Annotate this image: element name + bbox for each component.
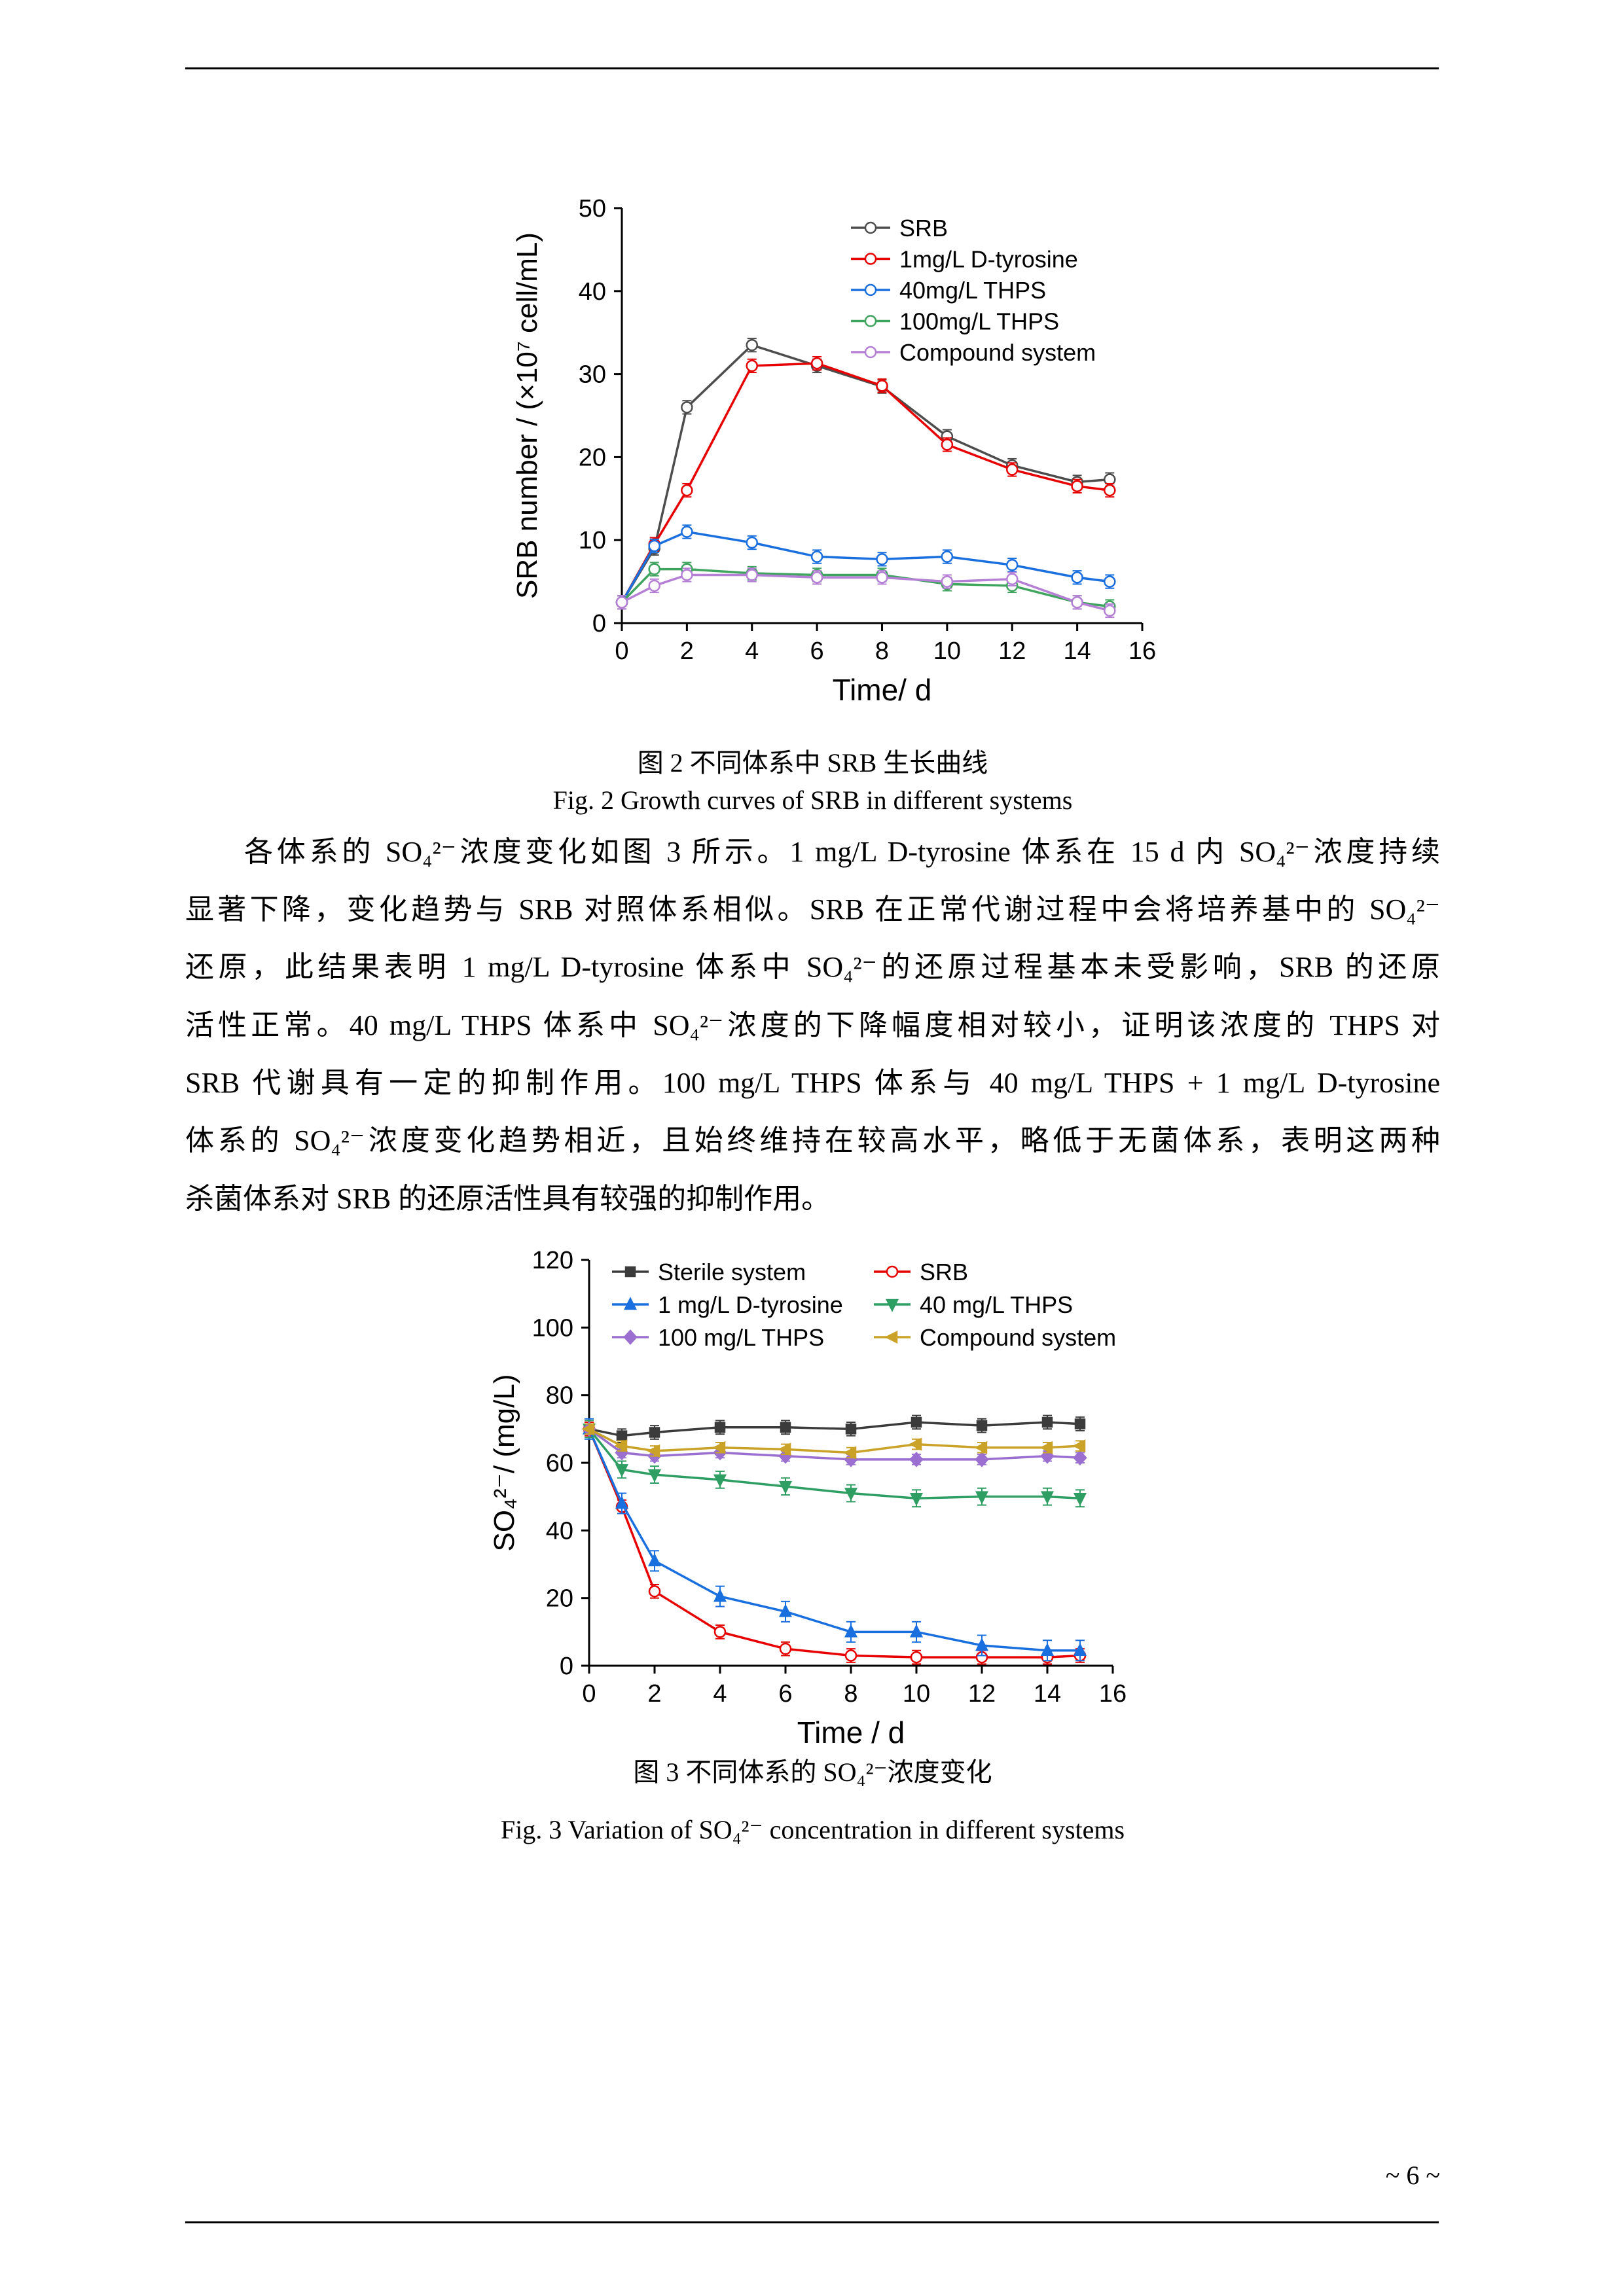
svg-text:6: 6 xyxy=(810,637,824,665)
sulfate-concentration-chart: 0 2 4 6 8 10 12 14 16 0 20 40 60 80 100 120 Time / d SO₄²… xyxy=(488,1247,1127,1749)
svg-text:10: 10 xyxy=(933,637,961,665)
srb-growth-curves-chart: 0 2 4 6 8 10 12 14 16 0 10 20 30 40 50 Time/ d SRB numbe… xyxy=(511,195,1156,707)
svg-text:0: 0 xyxy=(582,1680,596,1708)
body-paragraph-line: 体系的 SO₄²⁻浓度变化趋势相近，且始终维持在较高水平，略低于无菌体系，表明这… xyxy=(185,1124,1440,1157)
svg-text:20: 20 xyxy=(546,1585,573,1613)
svg-text:SRB: SRB xyxy=(920,1259,968,1285)
svg-text:Time / d: Time / d xyxy=(797,1715,905,1749)
svg-text:Sterile system: Sterile system xyxy=(658,1259,806,1285)
svg-text:Compound system: Compound system xyxy=(899,339,1096,366)
svg-text:40: 40 xyxy=(546,1517,573,1545)
body-paragraph-line: SRB 代谢具有一定的抑制作用。100 mg/L THPS 体系与 40 mg/… xyxy=(185,1067,1440,1099)
svg-text:14: 14 xyxy=(1063,637,1091,665)
svg-text:40mg/L THPS: 40mg/L THPS xyxy=(899,277,1046,304)
svg-text:4: 4 xyxy=(745,637,759,665)
svg-text:SRB: SRB xyxy=(899,215,948,242)
svg-text:Time/ d: Time/ d xyxy=(833,673,932,707)
svg-text:30: 30 xyxy=(579,361,606,389)
figure2-caption-cn: 图 2 不同体系中 SRB 生长曲线 xyxy=(637,748,988,778)
svg-text:Compound system: Compound system xyxy=(920,1324,1116,1351)
svg-text:50: 50 xyxy=(579,195,606,223)
svg-text:40 mg/L THPS: 40 mg/L THPS xyxy=(920,1291,1073,1318)
svg-text:1 mg/L D-tyrosine: 1 mg/L D-tyrosine xyxy=(658,1291,843,1318)
svg-text:60: 60 xyxy=(546,1450,573,1477)
figure3-caption-cn: 图 3 不同体系的 SO₄²⁻浓度变化 xyxy=(633,1757,992,1787)
svg-text:16: 16 xyxy=(1099,1680,1127,1708)
svg-text:12: 12 xyxy=(998,637,1026,665)
svg-text:1mg/L D-tyrosine: 1mg/L D-tyrosine xyxy=(899,246,1078,273)
svg-text:SRB number / (×10⁷ cell/mL): SRB number / (×10⁷ cell/mL) xyxy=(511,232,543,599)
body-paragraph-line: 显著下降，变化趋势与 SRB 对照体系相似。SRB 在正常代谢过程中会将培养基中… xyxy=(185,893,1440,925)
body-paragraph-line: 杀菌体系对 SRB 的还原活性具有较强的抑制作用。 xyxy=(185,1183,831,1215)
body-paragraph-line: 活性正常。40 mg/L THPS 体系中 SO₄²⁻浓度的下降幅度相对较小，证… xyxy=(185,1009,1440,1041)
body-paragraph-line: 各体系的 SO₄²⁻浓度变化如图 3 所示。1 mg/L D-tyrosine … xyxy=(244,836,1440,868)
svg-text:120: 120 xyxy=(532,1247,573,1274)
svg-text:6: 6 xyxy=(778,1680,792,1708)
svg-text:2: 2 xyxy=(647,1680,661,1708)
svg-text:100 mg/L THPS: 100 mg/L THPS xyxy=(658,1324,824,1351)
figure2-caption-en: Fig. 2 Growth curves of SRB in different… xyxy=(552,785,1073,815)
svg-text:SO₄²⁻/ (mg/L): SO₄²⁻/ (mg/L) xyxy=(488,1374,520,1552)
svg-text:8: 8 xyxy=(875,637,889,665)
body-paragraph-line: 还原，此结果表明 1 mg/L D-tyrosine 体系中 SO₄²⁻的还原过… xyxy=(185,951,1440,983)
svg-text:40: 40 xyxy=(579,278,606,306)
svg-text:2: 2 xyxy=(680,637,694,665)
svg-text:0: 0 xyxy=(560,1653,573,1680)
svg-text:0: 0 xyxy=(615,637,628,665)
svg-text:10: 10 xyxy=(579,527,606,554)
svg-text:4: 4 xyxy=(713,1680,727,1708)
footer-rule xyxy=(185,2221,1439,2223)
svg-text:20: 20 xyxy=(579,444,606,471)
page-number: ~ 6 ~ xyxy=(1385,2161,1440,2190)
svg-text:14: 14 xyxy=(1034,1680,1061,1708)
svg-text:12: 12 xyxy=(968,1680,996,1708)
svg-text:100: 100 xyxy=(532,1314,573,1342)
svg-text:8: 8 xyxy=(844,1680,857,1708)
svg-text:16: 16 xyxy=(1128,637,1156,665)
header-rule xyxy=(185,67,1439,69)
svg-text:80: 80 xyxy=(546,1382,573,1410)
svg-text:0: 0 xyxy=(592,610,606,637)
svg-text:100mg/L THPS: 100mg/L THPS xyxy=(899,308,1059,335)
svg-text:10: 10 xyxy=(903,1680,930,1708)
figure3-caption-en: Fig. 3 Variation of SO₄²⁻ concentration … xyxy=(500,1815,1125,1844)
